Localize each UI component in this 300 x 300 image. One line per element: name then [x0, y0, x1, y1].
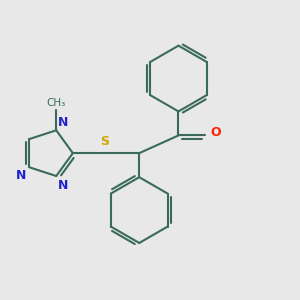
- Text: S: S: [100, 135, 109, 148]
- Text: N: N: [58, 116, 68, 129]
- Text: N: N: [16, 169, 26, 182]
- Text: N: N: [58, 178, 68, 191]
- Text: O: O: [210, 126, 221, 140]
- Text: CH₃: CH₃: [46, 98, 66, 107]
